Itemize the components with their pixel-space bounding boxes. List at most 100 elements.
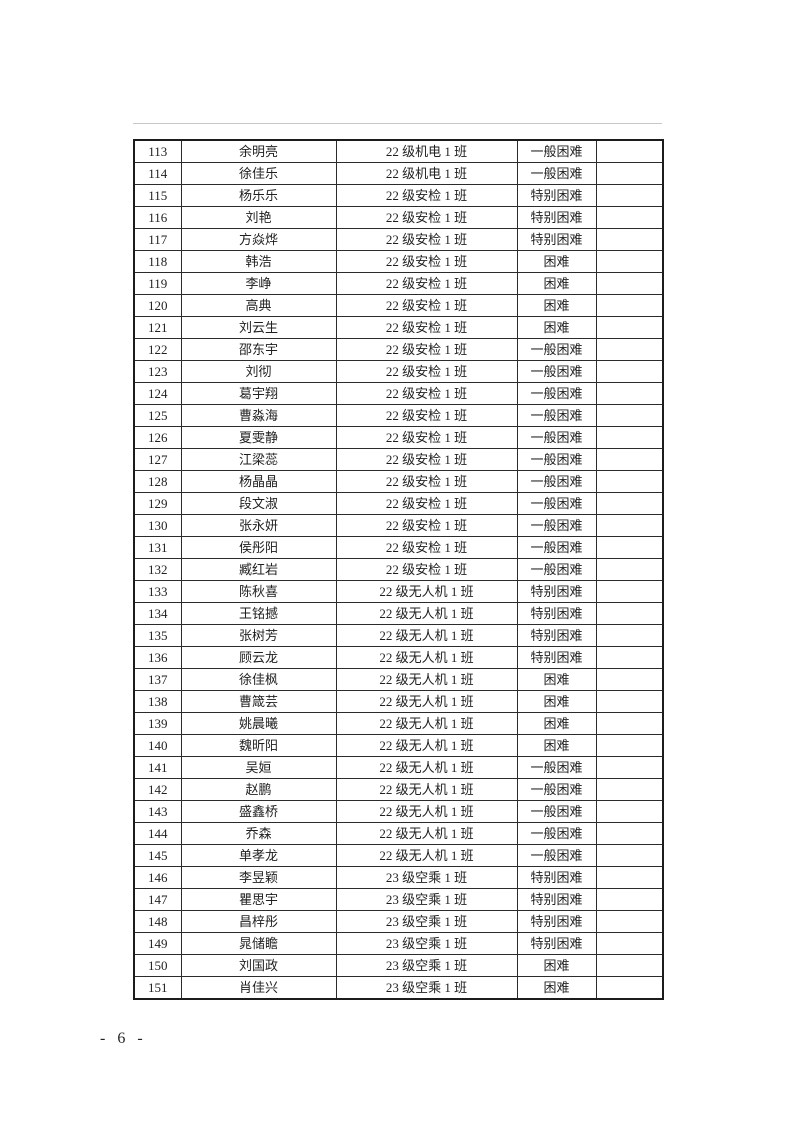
cell-index: 143 [133, 800, 182, 823]
cell-class: 22 级安检 1 班 [335, 514, 518, 537]
cell-name: 邵东宇 [180, 338, 337, 361]
cell-index: 138 [133, 690, 182, 713]
cell-name: 乔森 [180, 822, 337, 845]
cell-class: 22 级无人机 1 班 [335, 822, 518, 845]
cell-index: 125 [133, 404, 182, 427]
table-row: 131 侯彤阳 22 级安检 1 班一般困难 [133, 536, 664, 559]
cell-remark [595, 976, 664, 1000]
cell-name: 杨乐乐 [180, 184, 337, 207]
table-row: 144 乔森 22 级无人机 1 班一般困难 [133, 822, 664, 845]
cell-difficulty-level: 困难 [516, 690, 597, 713]
cell-index: 136 [133, 646, 182, 669]
cell-remark [595, 778, 664, 801]
cell-remark [595, 712, 664, 735]
table-continuation-mark [133, 123, 662, 124]
table-row: 138 曹箴芸 22 级无人机 1 班困难 [133, 690, 664, 713]
cell-name: 赵鹏 [180, 778, 337, 801]
cell-class: 22 级安检 1 班 [335, 338, 518, 361]
table-row: 113 余明亮 22 级机电 1 班一般困难 [133, 139, 664, 163]
cell-index: 147 [133, 888, 182, 911]
cell-class: 23 级空乘 1 班 [335, 976, 518, 1000]
cell-difficulty-level: 特别困难 [516, 228, 597, 251]
cell-name: 吴姮 [180, 756, 337, 779]
cell-name: 徐佳枫 [180, 668, 337, 691]
cell-class: 23 级空乘 1 班 [335, 932, 518, 955]
cell-class: 23 级空乘 1 班 [335, 954, 518, 977]
cell-class: 22 级安检 1 班 [335, 426, 518, 449]
table-row: 132 臧红岩 22 级安检 1 班一般困难 [133, 558, 664, 581]
cell-remark [595, 206, 664, 229]
cell-difficulty-level: 困难 [516, 250, 597, 273]
cell-difficulty-level: 一般困难 [516, 778, 597, 801]
cell-index: 130 [133, 514, 182, 537]
cell-index: 129 [133, 492, 182, 515]
cell-class: 22 级安检 1 班 [335, 206, 518, 229]
table-row: 139 姚晨曦 22 级无人机 1 班困难 [133, 712, 664, 735]
cell-difficulty-level: 一般困难 [516, 822, 597, 845]
cell-remark [595, 139, 664, 163]
cell-remark [595, 690, 664, 713]
cell-difficulty-level: 一般困难 [516, 756, 597, 779]
cell-index: 142 [133, 778, 182, 801]
table-row: 124 葛宇翔 22 级安检 1 班一般困难 [133, 382, 664, 405]
cell-difficulty-level: 一般困难 [516, 162, 597, 185]
cell-name: 张树芳 [180, 624, 337, 647]
cell-class: 22 级无人机 1 班 [335, 844, 518, 867]
cell-name: 葛宇翔 [180, 382, 337, 405]
cell-class: 22 级安检 1 班 [335, 470, 518, 493]
cell-class: 23 级空乘 1 班 [335, 866, 518, 889]
cell-name: 魏昕阳 [180, 734, 337, 757]
cell-index: 128 [133, 470, 182, 493]
table-row: 122 邵东宇 22 级安检 1 班一般困难 [133, 338, 664, 361]
cell-class: 22 级安检 1 班 [335, 228, 518, 251]
cell-difficulty-level: 一般困难 [516, 844, 597, 867]
cell-class: 22 级安检 1 班 [335, 492, 518, 515]
cell-name: 徐佳乐 [180, 162, 337, 185]
cell-index: 118 [133, 250, 182, 273]
table-row: 136 顾云龙 22 级无人机 1 班特别困难 [133, 646, 664, 669]
cell-name: 姚晨曦 [180, 712, 337, 735]
cell-difficulty-level: 困难 [516, 734, 597, 757]
cell-name: 王铭撼 [180, 602, 337, 625]
table-row: 126 夏雯静 22 级安检 1 班一般困难 [133, 426, 664, 449]
table-row: 134 王铭撼 22 级无人机 1 班特别困难 [133, 602, 664, 625]
cell-difficulty-level: 困难 [516, 976, 597, 1000]
cell-remark [595, 668, 664, 691]
cell-remark [595, 470, 664, 493]
cell-remark [595, 382, 664, 405]
cell-index: 114 [133, 162, 182, 185]
roster-body: 113 余明亮 22 级机电 1 班一般困难 114 徐佳乐 22 级机电 1 班一般困难… [133, 139, 664, 1000]
cell-remark [595, 184, 664, 207]
cell-index: 132 [133, 558, 182, 581]
cell-name: 李峥 [180, 272, 337, 295]
cell-class: 22 级安检 1 班 [335, 184, 518, 207]
cell-difficulty-level: 一般困难 [516, 338, 597, 361]
cell-remark [595, 800, 664, 823]
table-row: 137 徐佳枫 22 级无人机 1 班困难 [133, 668, 664, 691]
table-row: 141 吴姮 22 级无人机 1 班一般困难 [133, 756, 664, 779]
cell-difficulty-level: 困难 [516, 272, 597, 295]
cell-index: 146 [133, 866, 182, 889]
cell-class: 22 级无人机 1 班 [335, 646, 518, 669]
cell-name: 段文淑 [180, 492, 337, 515]
cell-remark [595, 338, 664, 361]
cell-class: 22 级机电 1 班 [335, 139, 518, 163]
cell-name: 余明亮 [180, 139, 337, 163]
cell-index: 148 [133, 910, 182, 933]
cell-index: 141 [133, 756, 182, 779]
cell-class: 22 级无人机 1 班 [335, 602, 518, 625]
cell-name: 曹箴芸 [180, 690, 337, 713]
cell-index: 149 [133, 932, 182, 955]
cell-index: 145 [133, 844, 182, 867]
cell-difficulty-level: 特别困难 [516, 624, 597, 647]
table-row: 127 江梁蕊 22 级安检 1 班一般困难 [133, 448, 664, 471]
cell-remark [595, 756, 664, 779]
table-row: 135 张树芳 22 级无人机 1 班特别困难 [133, 624, 664, 647]
cell-remark [595, 624, 664, 647]
cell-class: 22 级无人机 1 班 [335, 690, 518, 713]
cell-difficulty-level: 特别困难 [516, 646, 597, 669]
table-row: 114 徐佳乐 22 级机电 1 班一般困难 [133, 162, 664, 185]
cell-index: 119 [133, 272, 182, 295]
cell-index: 140 [133, 734, 182, 757]
